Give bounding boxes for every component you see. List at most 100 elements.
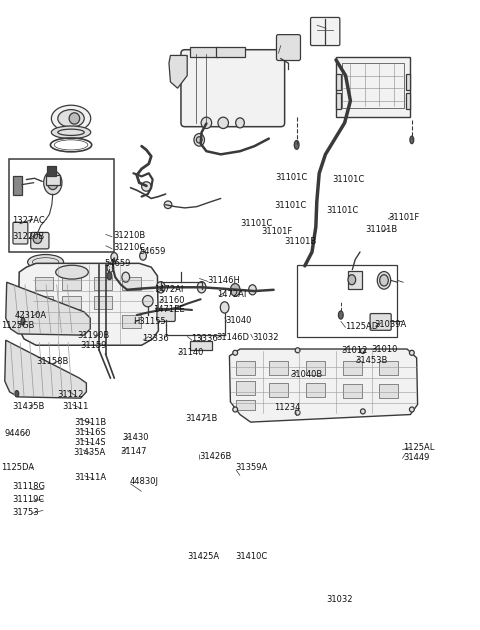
Ellipse shape xyxy=(194,134,204,146)
Text: 31190B: 31190B xyxy=(77,331,109,340)
Ellipse shape xyxy=(348,275,356,285)
Ellipse shape xyxy=(201,117,212,129)
Ellipse shape xyxy=(409,407,414,412)
Ellipse shape xyxy=(249,285,256,295)
Text: 31210C: 31210C xyxy=(113,243,145,252)
Bar xyxy=(94,296,112,309)
Ellipse shape xyxy=(156,282,165,293)
Ellipse shape xyxy=(15,391,19,397)
Bar xyxy=(94,277,112,290)
Text: 31911B: 31911B xyxy=(74,418,107,427)
Text: 31101C: 31101C xyxy=(275,201,307,210)
Text: 31146D: 31146D xyxy=(216,333,249,341)
Polygon shape xyxy=(229,349,418,422)
Text: 31435B: 31435B xyxy=(12,403,44,411)
Bar xyxy=(336,74,341,90)
Ellipse shape xyxy=(44,171,62,195)
Text: 94460: 94460 xyxy=(5,429,31,438)
Text: 31359A: 31359A xyxy=(235,463,267,472)
Text: 31140: 31140 xyxy=(178,348,204,357)
Text: 31101C: 31101C xyxy=(332,175,364,184)
Text: 31410C: 31410C xyxy=(235,552,267,561)
Text: 1125GB: 1125GB xyxy=(1,321,35,329)
Text: 1125AL: 1125AL xyxy=(403,443,434,452)
Text: 31114S: 31114S xyxy=(74,438,106,447)
Bar xyxy=(348,271,362,289)
Ellipse shape xyxy=(122,272,130,282)
Text: 31101F: 31101F xyxy=(388,214,419,222)
Ellipse shape xyxy=(21,318,25,325)
Text: 31426B: 31426B xyxy=(199,452,231,461)
Ellipse shape xyxy=(236,118,244,128)
Bar xyxy=(297,265,397,337)
Ellipse shape xyxy=(58,110,84,127)
Text: 31118G: 31118G xyxy=(12,483,45,491)
Bar xyxy=(379,361,398,375)
Ellipse shape xyxy=(220,302,229,313)
Ellipse shape xyxy=(380,275,388,286)
Bar xyxy=(62,296,81,309)
Bar xyxy=(236,381,255,395)
FancyBboxPatch shape xyxy=(370,314,391,330)
Bar xyxy=(9,159,114,252)
Bar xyxy=(406,93,410,109)
Ellipse shape xyxy=(338,311,343,319)
Text: 31425A: 31425A xyxy=(187,552,219,561)
Ellipse shape xyxy=(27,255,63,270)
Text: 31160: 31160 xyxy=(158,296,185,305)
Text: H31155: H31155 xyxy=(133,317,166,326)
Bar xyxy=(342,63,404,108)
Bar xyxy=(122,277,141,290)
Bar xyxy=(122,315,141,328)
Text: 31111: 31111 xyxy=(62,403,89,411)
Text: 31040B: 31040B xyxy=(290,370,322,379)
Polygon shape xyxy=(5,340,86,398)
Bar xyxy=(269,361,288,375)
Text: 31111A: 31111A xyxy=(74,473,107,482)
Bar xyxy=(336,93,341,109)
Text: 31101C: 31101C xyxy=(326,206,359,215)
Text: 31032: 31032 xyxy=(252,333,278,341)
Bar xyxy=(46,175,60,185)
Ellipse shape xyxy=(295,348,300,353)
Bar xyxy=(236,361,255,375)
Text: 1471EE: 1471EE xyxy=(153,306,184,314)
Ellipse shape xyxy=(33,234,42,243)
Ellipse shape xyxy=(51,126,91,139)
Ellipse shape xyxy=(360,409,365,414)
Text: 31101B: 31101B xyxy=(366,226,398,234)
Text: 11234: 11234 xyxy=(275,403,301,412)
Ellipse shape xyxy=(233,350,238,355)
Bar xyxy=(343,361,362,375)
Ellipse shape xyxy=(360,348,365,353)
Bar xyxy=(343,384,362,398)
Bar xyxy=(306,383,325,397)
Ellipse shape xyxy=(142,181,151,192)
Text: 54659: 54659 xyxy=(139,248,166,256)
Text: 31119C: 31119C xyxy=(12,495,44,504)
Text: 31210B: 31210B xyxy=(113,231,145,240)
Text: 44830J: 44830J xyxy=(130,477,158,486)
Ellipse shape xyxy=(197,282,206,293)
Bar xyxy=(306,361,325,375)
Text: 31116S: 31116S xyxy=(74,428,106,437)
Text: 31220B: 31220B xyxy=(12,232,44,241)
Ellipse shape xyxy=(56,265,88,279)
Ellipse shape xyxy=(409,350,414,355)
Text: 13336: 13336 xyxy=(142,335,168,343)
Ellipse shape xyxy=(294,140,299,149)
Ellipse shape xyxy=(164,201,172,209)
Text: 31753: 31753 xyxy=(12,508,38,517)
Text: 13336: 13336 xyxy=(191,335,218,343)
Text: 1125DA: 1125DA xyxy=(1,463,35,472)
Ellipse shape xyxy=(107,263,114,272)
Text: 31040: 31040 xyxy=(226,316,252,324)
FancyBboxPatch shape xyxy=(13,222,28,244)
Polygon shape xyxy=(6,282,90,335)
Text: 1125AD: 1125AD xyxy=(345,322,378,331)
Ellipse shape xyxy=(218,117,228,129)
Text: 31471B: 31471B xyxy=(185,415,217,423)
Text: 31146H: 31146H xyxy=(207,276,240,285)
Ellipse shape xyxy=(196,137,202,143)
Text: 31159: 31159 xyxy=(81,341,107,350)
